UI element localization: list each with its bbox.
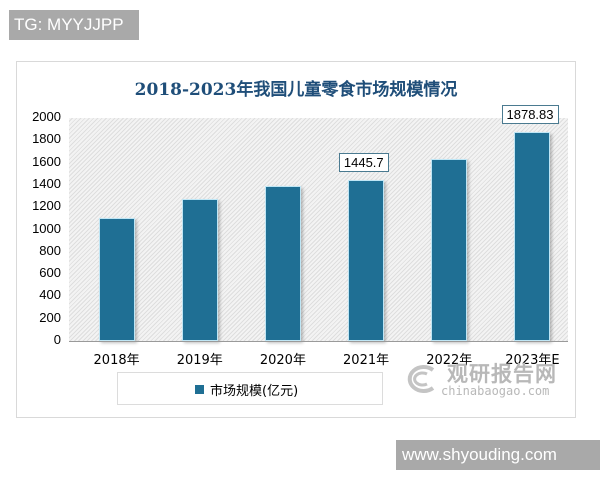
- watermark-top: TG: MYYJJPP: [9, 10, 139, 40]
- y-tick-label: 1200: [32, 198, 61, 214]
- bar: [181, 198, 218, 341]
- y-tick-label: 1400: [32, 175, 61, 191]
- chart-frame: 2018-2023年我国儿童零食市场规模情况 2000 1800 1600 1400 1…: [16, 61, 576, 418]
- x-tick-label: 2018年: [93, 353, 140, 368]
- bar: [98, 217, 135, 341]
- x-tick-label: 2023年E: [505, 353, 560, 368]
- bar: [264, 185, 301, 341]
- y-tick-label: 0: [53, 332, 61, 347]
- data-label: 1445.7: [338, 152, 389, 172]
- y-tick-label: 200: [39, 309, 61, 325]
- y-tick-label: 400: [39, 287, 61, 303]
- brand-logo-icon: [407, 365, 435, 393]
- y-tick-label: 600: [39, 265, 61, 281]
- bar: [514, 131, 551, 341]
- y-tick-label: 2000: [32, 109, 61, 124]
- x-tick-label: 2019年: [176, 353, 223, 368]
- brand-watermark: 观研报告网 chinabaogao.com: [403, 358, 563, 402]
- brand-watermark-cn: 观研报告网: [447, 362, 557, 386]
- chart-title: 2018-2023年我国儿童零食市场规模情况: [134, 80, 458, 100]
- data-label: 1878.83: [501, 104, 559, 124]
- x-tick-label: 2021年: [343, 353, 390, 368]
- y-tick-label: 1600: [32, 153, 61, 169]
- bar: [348, 179, 385, 341]
- y-tick-label: 1000: [32, 220, 61, 236]
- x-tick-label: 2020年: [259, 353, 306, 368]
- watermark-bottom: www.shyouding.com: [396, 440, 600, 470]
- x-axis-line: [69, 341, 568, 342]
- y-tick-label: 1800: [32, 131, 61, 147]
- legend: 市场规模(亿元): [117, 372, 383, 405]
- legend-label: 市场规模(亿元): [210, 384, 299, 399]
- plot-area: [69, 118, 568, 341]
- legend-swatch: [195, 385, 204, 394]
- x-tick-label: 2022年: [426, 353, 473, 368]
- y-tick-label: 800: [39, 242, 61, 258]
- brand-watermark-en: chinabaogao.com: [441, 384, 550, 398]
- bar: [431, 158, 468, 341]
